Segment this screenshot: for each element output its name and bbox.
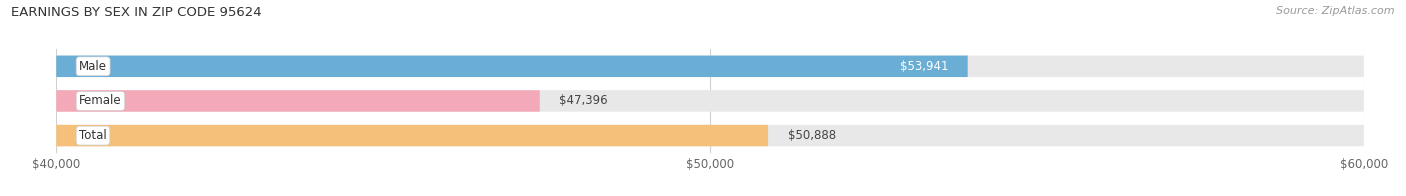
FancyBboxPatch shape <box>56 56 1364 77</box>
Text: Total: Total <box>79 129 107 142</box>
Text: $47,396: $47,396 <box>560 94 607 107</box>
FancyBboxPatch shape <box>56 125 1364 146</box>
FancyBboxPatch shape <box>56 56 967 77</box>
FancyBboxPatch shape <box>56 125 768 146</box>
Text: Female: Female <box>79 94 122 107</box>
FancyBboxPatch shape <box>56 90 1364 112</box>
Text: EARNINGS BY SEX IN ZIP CODE 95624: EARNINGS BY SEX IN ZIP CODE 95624 <box>11 6 262 19</box>
Text: $53,941: $53,941 <box>900 60 948 73</box>
Text: Male: Male <box>79 60 107 73</box>
FancyBboxPatch shape <box>56 90 540 112</box>
Text: Source: ZipAtlas.com: Source: ZipAtlas.com <box>1277 6 1395 16</box>
Text: $50,888: $50,888 <box>787 129 835 142</box>
